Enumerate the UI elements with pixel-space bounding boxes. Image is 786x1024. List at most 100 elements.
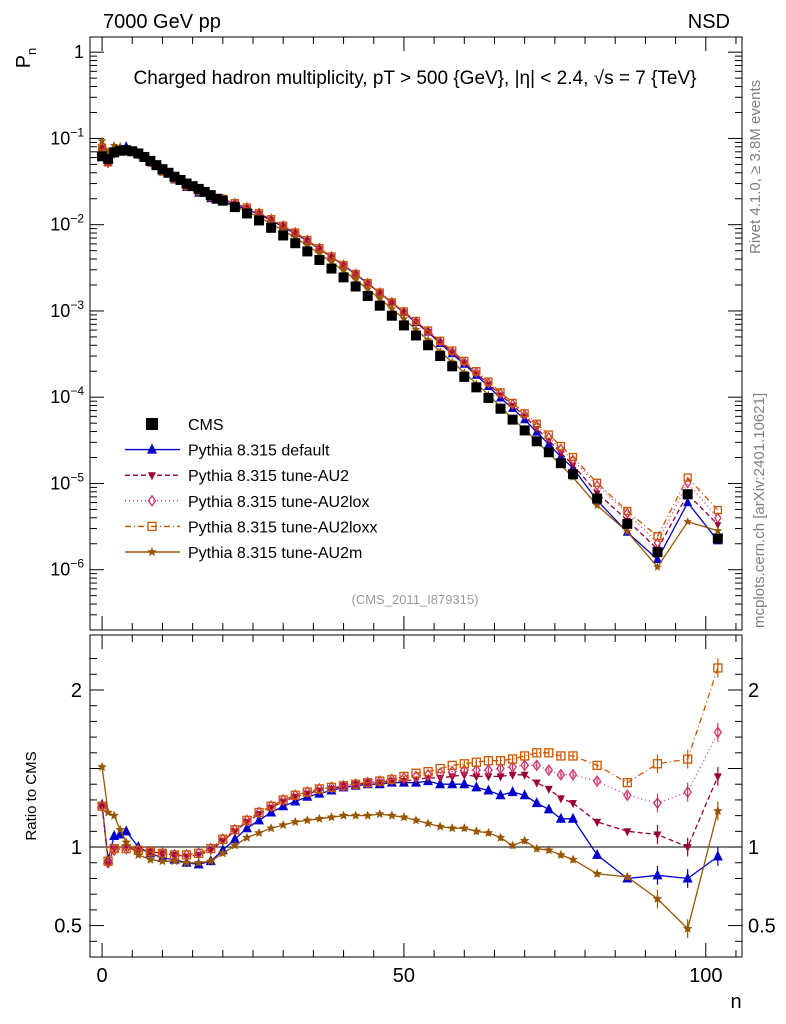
- series-point-ratio: [230, 840, 240, 850]
- series-point-ratio: [543, 803, 554, 814]
- series-point-ratio: [242, 832, 252, 842]
- series-point-top: [532, 419, 541, 432]
- series-point-ratio: [103, 856, 113, 866]
- reference-point: [622, 518, 633, 529]
- series-point-top: [496, 387, 505, 400]
- series-point-top: [569, 462, 577, 470]
- ratio-tick-label: 2: [71, 680, 82, 702]
- series-point-ratio: [556, 768, 566, 781]
- reference-point: [447, 361, 458, 372]
- series-point-top: [351, 275, 360, 284]
- energy-label: 7000 GeV pp: [103, 11, 221, 33]
- series-point-ratio: [387, 778, 396, 787]
- series-point-ratio: [423, 768, 433, 781]
- series-point-ratio: [266, 823, 276, 833]
- series-point-ratio: [507, 754, 518, 764]
- series-point-top: [713, 505, 723, 515]
- series-point-top: [472, 366, 481, 379]
- legend: CMS Pythia 8.315 default Pythia 8.315 tune…: [125, 417, 377, 562]
- series-point-ratio: [459, 823, 470, 833]
- reference-point: [181, 178, 192, 189]
- reference-point: [169, 171, 180, 182]
- series-point-ratio: [327, 781, 336, 794]
- series-point-ratio: [278, 795, 288, 805]
- series-point-top: [448, 349, 456, 357]
- series-point-top: [520, 409, 529, 418]
- analysis-tag: (CMS_2011_I879315): [352, 592, 479, 607]
- y-axis-label: Pn: [13, 48, 39, 69]
- series-point-ratio: [411, 770, 421, 783]
- series-point-ratio: [544, 785, 553, 794]
- series-point-ratio: [713, 805, 723, 815]
- legend-marker: [147, 443, 157, 454]
- series-point-ratio: [520, 759, 529, 772]
- series-point-ratio: [592, 868, 602, 878]
- series-point-ratio: [230, 828, 239, 837]
- legend-marker: [146, 418, 158, 430]
- reference-point: [459, 371, 470, 382]
- series-point-ratio: [158, 850, 167, 859]
- rivet-label: Rivet 4.1.0, ≥ 3.8M events: [747, 80, 764, 254]
- series-point-top: [424, 329, 432, 337]
- series-point-ratio: [121, 843, 131, 854]
- series-point-ratio: [121, 837, 131, 847]
- series-point-top: [448, 346, 457, 355]
- series-point-ratio: [302, 787, 312, 797]
- ratio-y-axis-label: Ratio to CMS: [23, 751, 40, 840]
- series-point-top: [460, 356, 469, 368]
- ratio-tick-label: 0.5: [54, 916, 82, 938]
- series-point-ratio: [544, 763, 554, 777]
- series-point-ratio: [423, 767, 433, 777]
- series-point-ratio: [194, 848, 204, 858]
- series-point-ratio: [339, 779, 348, 792]
- series-point-ratio: [652, 893, 663, 903]
- legend-entry-0: CMS: [146, 417, 224, 434]
- reference-point: [652, 547, 663, 558]
- series-point-ratio: [519, 835, 530, 845]
- legend-label: Pythia 8.315 tune-AU2m: [188, 545, 362, 562]
- reference-point: [543, 447, 554, 458]
- series-point-top: [714, 512, 722, 524]
- series-point-ratio: [653, 796, 662, 810]
- series-point-top: [436, 339, 444, 347]
- reference-point: [151, 160, 162, 171]
- reference-point: [483, 392, 494, 403]
- series-point-ratio: [351, 781, 360, 790]
- series-point-top: [592, 500, 602, 510]
- reference-point: [411, 330, 421, 341]
- y-tick-label: 10−6: [50, 557, 84, 580]
- series-point-ratio: [169, 856, 180, 866]
- series-point-ratio: [568, 751, 578, 761]
- series-point-ratio: [507, 786, 518, 797]
- series-point-ratio: [133, 849, 144, 859]
- series-ratio-2: [97, 722, 723, 869]
- series-point-ratio: [652, 759, 663, 769]
- reference-point: [386, 310, 397, 321]
- series-point-ratio: [508, 760, 517, 774]
- series-point-ratio: [411, 815, 421, 825]
- series-point-ratio: [471, 757, 482, 767]
- y-tick-label: 10−4: [50, 384, 84, 407]
- series-point-ratio: [97, 801, 107, 811]
- series-point-top: [652, 554, 662, 564]
- series-line-ratio: [101, 774, 719, 866]
- series-point-ratio: [278, 793, 288, 807]
- reference-point: [187, 181, 198, 192]
- series-point-ratio: [713, 726, 723, 739]
- series-point-ratio: [447, 823, 457, 833]
- series-ratio-4: [97, 761, 723, 939]
- series-point-ratio: [520, 771, 529, 780]
- series-point-ratio: [713, 773, 722, 782]
- series-point-ratio: [682, 872, 693, 883]
- series-point-ratio: [532, 748, 542, 758]
- series-point-ratio: [484, 773, 493, 782]
- series-point-ratio: [326, 782, 337, 793]
- series-point-ratio: [471, 781, 482, 792]
- legend-marker: [147, 547, 157, 556]
- reference-point: [374, 300, 385, 311]
- series-point-ratio: [713, 663, 723, 673]
- series-point-ratio: [290, 816, 300, 826]
- ratio-series-layer: [97, 658, 723, 939]
- series-point-ratio: [519, 789, 530, 800]
